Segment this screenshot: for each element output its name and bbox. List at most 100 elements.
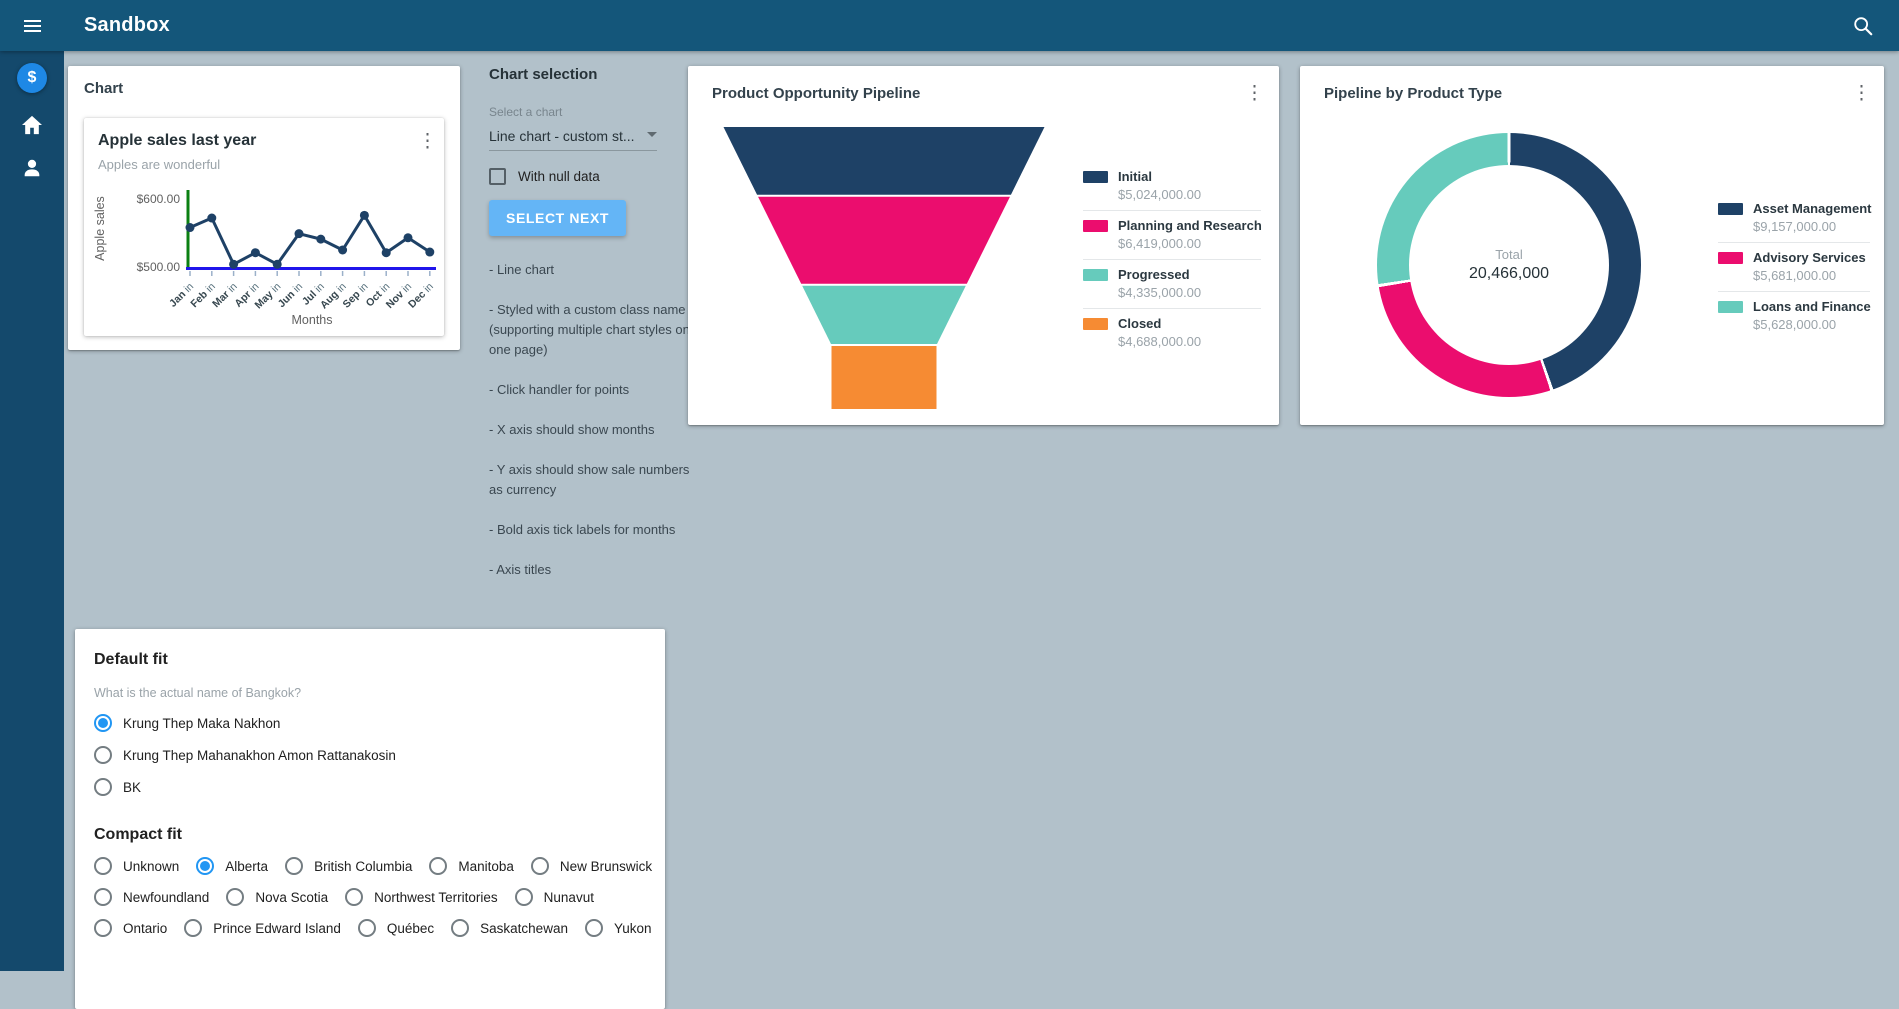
radio-icon [94,778,112,796]
radio-québec[interactable]: Québec [357,919,435,937]
radio-manitoba[interactable]: Manitoba [429,857,514,875]
radio-label: Ontario [123,920,168,936]
radio-yukon[interactable]: Yukon [584,919,652,937]
donut-title: Pipeline by Product Type [1324,85,1503,102]
legend-value: $9,157,000.00 [1753,219,1837,234]
radio-krung-thep-mahanakhon-amon-rattanakosin[interactable]: Krung Thep Mahanakhon Amon Rattanakosin [94,746,646,764]
legend-value: $5,024,000.00 [1118,187,1202,202]
line-chart-title: Apple sales last year [98,132,257,149]
legend-label: Asset Management [1753,201,1872,216]
chart-selection-heading: Chart selection [489,66,598,83]
with-null-data-checkbox[interactable]: With null data [489,168,704,185]
radio-krung-thep-maka-nakhon[interactable]: Krung Thep Maka Nakhon [94,714,646,732]
legend-label: Closed [1118,316,1162,331]
legend-value: $4,335,000.00 [1118,285,1202,300]
kebab-menu-icon[interactable]: ⋮ [418,131,437,152]
radio-ontario[interactable]: Ontario [94,919,167,937]
radio-label: Saskatchewan [480,920,568,936]
legend-label: Progressed [1118,267,1190,282]
funnel-title: Product Opportunity Pipeline [712,85,921,102]
radio-alberta[interactable]: Alberta [196,857,268,875]
chart-note-item: - Line chart [489,262,555,277]
kebab-menu-icon[interactable]: ⋮ [1245,83,1264,104]
svg-text:$600.00: $600.00 [137,192,181,206]
radio-label: Newfoundland [123,889,210,905]
svg-text:Months: Months [292,313,333,327]
radio-bk[interactable]: BK [94,778,646,796]
home-icon[interactable] [21,115,43,135]
funnel-segment-closed [831,345,937,409]
donut-legend-item: Advisory Services $5,681,000.00 [1718,242,1870,291]
funnel-legend: Initial $5,024,000.00 Planning and Researc… [1083,162,1262,357]
radio-nova-scotia[interactable]: Nova Scotia [226,888,328,906]
funnel-segment-progressed [802,285,966,344]
radio-icon [357,919,376,937]
radio-icon [94,919,112,937]
radio-new-brunswick[interactable]: New Brunswick [530,857,653,875]
compact-fit-radio-group: Unknown Alberta British Columbia Manitoba Ne… [94,857,652,937]
radio-label: Prince Edward Island [213,920,341,936]
legend-swatch-icon [1083,318,1108,330]
donut-card: Pipeline by Product Type ⋮ Total 20,466,… [1300,66,1884,425]
radio-label: Krung Thep Mahanakhon Amon Rattanakosin [123,747,396,763]
radio-label: Yukon [613,920,652,936]
compact-fit-heading: Compact fit [94,826,182,843]
radio-row: Unknown Alberta British Columbia Manitoba Ne… [94,857,652,875]
chart-select-dropdown[interactable]: Line chart - custom st... [489,126,657,151]
funnel-legend-item: Progressed $4,335,000.00 [1083,259,1261,308]
radio-northwest-territories[interactable]: Northwest Territories [345,888,498,906]
donut-chart: Total 20,466,000 [1377,133,1641,397]
radio-icon [184,919,203,937]
apple-sales-card: ⋮ Apple sales last year Apples are wonde… [84,118,444,336]
menu-icon[interactable] [0,17,64,35]
radio-label: Québec [386,920,435,936]
radio-label: Alberta [225,858,269,874]
svg-text:Dec in: Dec in [406,281,436,311]
radio-nunavut[interactable]: Nunavut [514,888,594,906]
radio-row: Newfoundland Nova Scotia Northwest Territo… [94,888,646,906]
funnel-legend-item: Closed $4,688,000.00 [1083,308,1261,357]
donut-legend-item: Loans and Finance $5,628,000.00 [1718,291,1871,340]
select-next-button[interactable]: SELECT NEXT [489,200,627,236]
donut-legend: Asset Management $9,157,000.00 Advisory Se… [1718,194,1872,340]
radio-fit-card: Default fit What is the actual name of B… [75,629,665,1009]
legend-value: $4,688,000.00 [1118,334,1202,349]
radio-icon [429,857,448,875]
donut-legend-item: Asset Management $9,157,000.00 [1718,194,1872,242]
radio-british-columbia[interactable]: British Columbia [285,857,412,875]
chart-note-item: - Click handler for points [489,382,630,397]
radio-unknown[interactable]: Unknown [94,857,179,875]
legend-value: $5,681,000.00 [1753,268,1837,283]
radio-prince-edward-island[interactable]: Prince Edward Island [184,919,341,937]
chart-card: Chart ⋮ Apple sales last year Apples are… [68,66,460,350]
top-app-bar: Sandbox [0,0,1899,51]
donut-total-value: 20,466,000 [1468,265,1550,282]
dollar-avatar-icon[interactable]: $ [17,63,47,93]
kebab-menu-icon[interactable]: ⋮ [1852,83,1871,104]
chart-note-item: - Y axis should show sale numbers as cur… [489,462,690,497]
funnel-legend-item: Initial $5,024,000.00 [1083,162,1261,210]
legend-swatch-icon [1718,203,1743,215]
donut-total-label: Total [1495,247,1523,262]
funnel-card: Product Opportunity Pipeline ⋮ Initial $5… [688,66,1279,425]
radio-newfoundland[interactable]: Newfoundland [94,888,209,906]
svg-text:Sep in: Sep in [341,281,371,311]
radio-label: British Columbia [314,858,413,874]
search-icon[interactable] [1839,15,1887,37]
left-nav-rail: $ [0,0,64,971]
person-icon[interactable] [21,157,43,179]
radio-saskatchewan[interactable]: Saskatchewan [451,919,568,937]
donut-center: Total 20,466,000 [1409,165,1609,365]
radio-label: Nova Scotia [255,889,329,905]
chart-card-heading: Chart [84,80,124,97]
svg-text:Jun in: Jun in [276,281,306,311]
radio-label: New Brunswick [559,858,653,874]
checkbox-label: With null data [518,169,600,184]
line-chart-subtitle: Apples are wonderful [98,157,221,172]
legend-value: $5,628,000.00 [1753,317,1837,332]
legend-swatch-icon [1083,220,1108,232]
radio-icon [94,746,112,764]
radio-icon [530,857,549,875]
chart-note-item: - Axis titles [489,562,552,577]
